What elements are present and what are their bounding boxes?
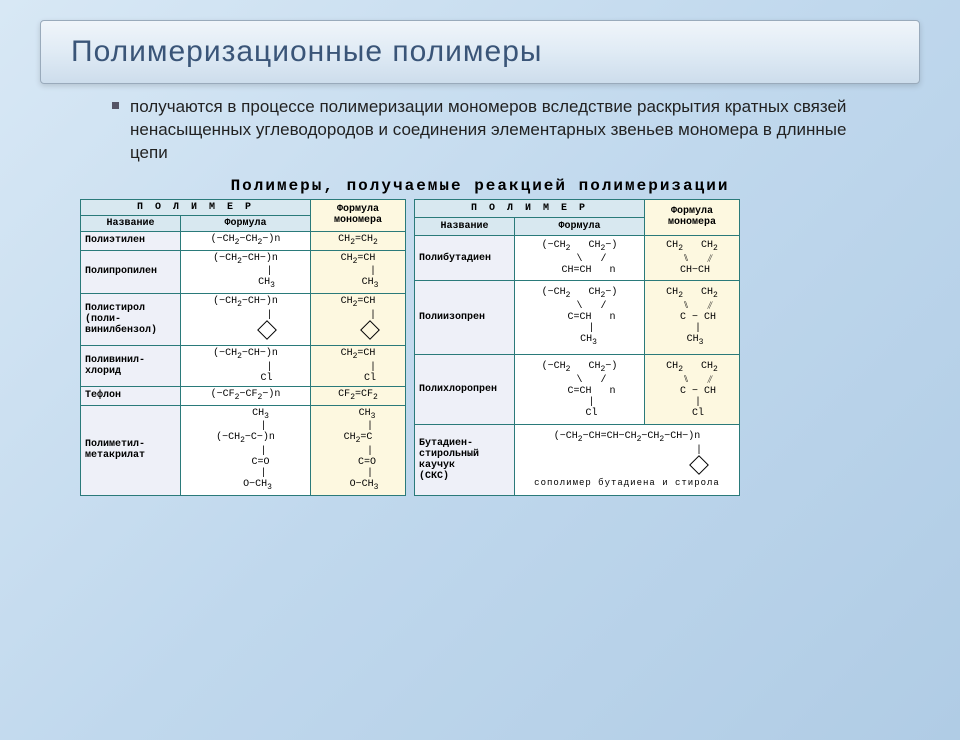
- formula: (−CH2−CH=CH−CH2−CH2−CH−)n | сополимер бу…: [515, 425, 740, 496]
- table-row: Полихлоропрен (−CH2 CH2−) \ / C=CH n | C…: [415, 355, 740, 425]
- formula: (−CH2 CH2−) \ / C=CH n | CH3: [515, 281, 645, 355]
- name: Полибутадиен: [415, 235, 515, 281]
- formula: (−CH2−CH−)n | CH3: [181, 250, 311, 294]
- bullet-icon: [112, 102, 119, 109]
- table-row: Полиизопрен (−CH2 CH2−) \ / C=CH n | CH3…: [415, 281, 740, 355]
- hdr-monomer: Формула мономера: [311, 199, 406, 231]
- description-block: получаются в процессе полимеризации моно…: [130, 96, 870, 165]
- monomer: CH2 CH2 ⑊ ⫽ CH−CH: [645, 235, 740, 281]
- description-text: получаются в процессе полимеризации моно…: [130, 97, 846, 162]
- monomer: CF2=CF2: [311, 386, 406, 405]
- page-title: Полимеризационные полимеры: [71, 35, 889, 69]
- monomer: CH2=CH |: [311, 294, 406, 346]
- polymer-table-left: П О Л И М Е Р Формула мономера Название …: [80, 199, 406, 496]
- copolymer-note: сополимер бутадиена и стирола: [534, 478, 720, 488]
- monomer: CH2=CH | Cl: [311, 346, 406, 387]
- table-row: Полиэтилен (−CH2−CH2−)n CH2=CH2: [81, 231, 406, 250]
- hdr-formula: Формула: [515, 217, 645, 235]
- name: Полиизопрен: [415, 281, 515, 355]
- tables-container: П О Л И М Е Р Формула мономера Название …: [80, 199, 900, 496]
- monomer: CH3 |CH2=C | C=O | O−CH3: [311, 405, 406, 495]
- table-row: Полипропилен (−CH2−CH−)n | CH3 CH2=CH | …: [81, 250, 406, 294]
- formula: (−CH2 CH2−) \ / C=CH n | Cl: [515, 355, 645, 425]
- table-row: Бутадиен-стирольныйкаучук(СКС) (−CH2−CH=…: [415, 425, 740, 496]
- monomer: CH2 CH2 ⑊ ⫽ C − CH | CH3: [645, 281, 740, 355]
- name: Полихлоропрен: [415, 355, 515, 425]
- formula: (−CH2−CH2−)n: [181, 231, 311, 250]
- formula: (−CH2−CH−)n | Cl: [181, 346, 311, 387]
- formula: CH3 |(−CH2−C−)n | C=O | O−CH3: [181, 405, 311, 495]
- table-row: Полистирол(поли-винилбензол) (−CH2−CH−)n…: [81, 294, 406, 346]
- formula: (−CH2−CH−)n |: [181, 294, 311, 346]
- hdr-polymer: П О Л И М Е Р: [81, 199, 311, 215]
- name: Полистирол(поли-винилбензол): [81, 294, 181, 346]
- name: Тефлон: [81, 386, 181, 405]
- hdr-polymer: П О Л И М Е Р: [415, 199, 645, 217]
- table-row: Полиметил-метакрилат CH3 |(−CH2−C−)n | C…: [81, 405, 406, 495]
- name: Полиметил-метакрилат: [81, 405, 181, 495]
- table-row: Поливинил-хлорид (−CH2−CH−)n | Cl CH2=CH…: [81, 346, 406, 387]
- monomer: CH2=CH2: [311, 231, 406, 250]
- polymer-table-right: П О Л И М Е Р Формула мономера Название …: [414, 199, 740, 496]
- table-caption: Полимеры, получаемые реакцией полимериза…: [0, 177, 960, 195]
- table-row: Полибутадиен (−CH2 CH2−) \ / CH=CH n CH2…: [415, 235, 740, 281]
- formula: (−CH2 CH2−) \ / CH=CH n: [515, 235, 645, 281]
- name: Полипропилен: [81, 250, 181, 294]
- name: Полиэтилен: [81, 231, 181, 250]
- name: Поливинил-хлорид: [81, 346, 181, 387]
- name: Бутадиен-стирольныйкаучук(СКС): [415, 425, 515, 496]
- table-row: Тефлон (−CF2−CF2−)n CF2=CF2: [81, 386, 406, 405]
- hdr-formula: Формула: [181, 215, 311, 231]
- hdr-name: Название: [81, 215, 181, 231]
- formula: (−CF2−CF2−)n: [181, 386, 311, 405]
- hdr-monomer: Формула мономера: [645, 199, 740, 235]
- hdr-name: Название: [415, 217, 515, 235]
- title-bar: Полимеризационные полимеры: [40, 20, 920, 84]
- monomer: CH2=CH | CH3: [311, 250, 406, 294]
- monomer: CH2 CH2 ⑊ ⫽ C − CH | Cl: [645, 355, 740, 425]
